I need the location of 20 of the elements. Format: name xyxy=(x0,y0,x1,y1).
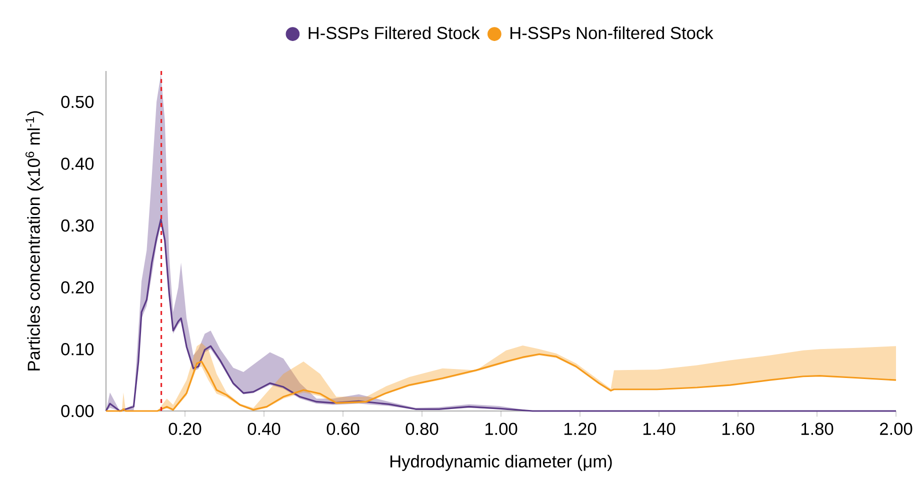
x-tick-label: 0.80 xyxy=(406,422,438,436)
x-tick-label: 1.20 xyxy=(564,422,596,436)
y-tick-label: 0.00 xyxy=(61,404,94,418)
y-tick-label: 0.40 xyxy=(61,158,94,170)
x-tick-label: 1.00 xyxy=(485,422,518,436)
legend-label: H-SSPs Filtered Stock xyxy=(308,26,480,40)
x-axis-title: Hydrodynamic diameter (μm) xyxy=(390,454,612,471)
y-tick-label: 0.10 xyxy=(61,343,94,356)
x-tick-label: 0.40 xyxy=(248,422,280,436)
y-tick-label: 0.20 xyxy=(61,281,94,294)
y-tick-label: 0.30 xyxy=(61,219,94,232)
y-tick-label: 0.50 xyxy=(61,96,94,108)
y-axis-title: Particles concentration (x10$^{6}$ ml$^{-1}$) xyxy=(26,111,44,370)
x-tick-label: 1.60 xyxy=(722,422,754,436)
x-tick-label: 1.80 xyxy=(801,422,834,436)
x-tick-label: 0.20 xyxy=(168,422,202,436)
x-tick-label: 2.00 xyxy=(880,422,912,436)
x-tick-label: 0.60 xyxy=(326,422,360,436)
x-tick-label: 1.40 xyxy=(643,422,676,436)
legend-label: H-SSPs Non-filtered Stock xyxy=(510,26,714,40)
